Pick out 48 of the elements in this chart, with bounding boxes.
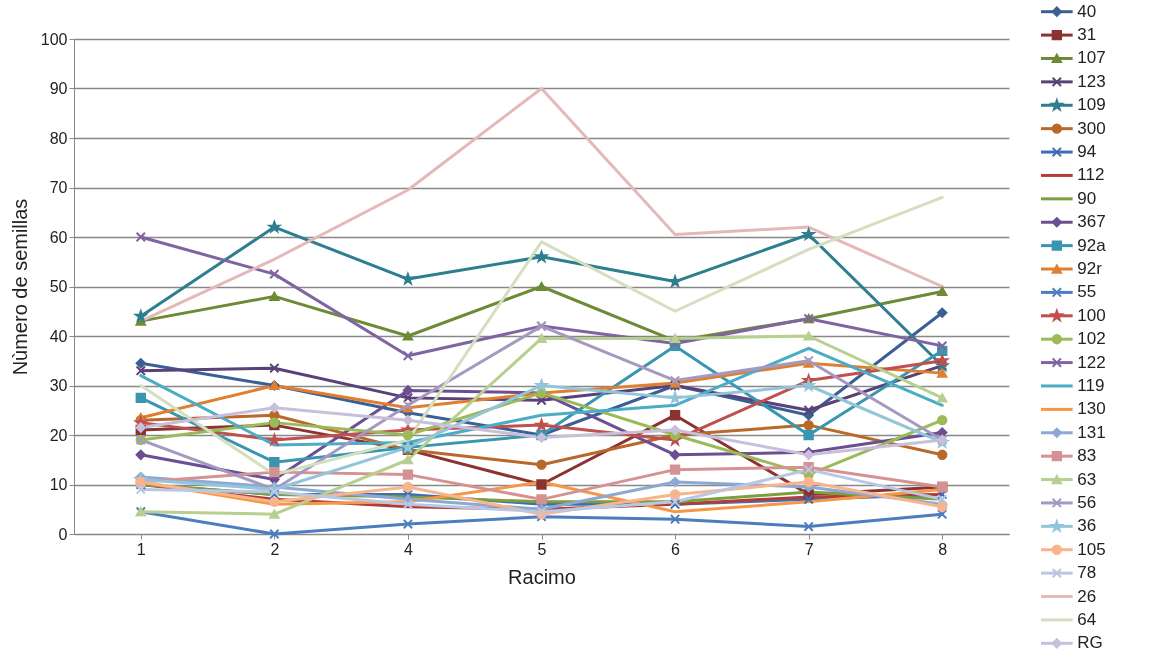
legend-label: 31 [1077, 25, 1097, 45]
y-tick-label: 70 [49, 179, 68, 196]
legend-label: 122 [1077, 352, 1106, 372]
legend-label: 112 [1077, 165, 1105, 185]
x-tick-label: 8 [938, 540, 948, 558]
legend-label: 83 [1077, 446, 1097, 466]
legend-label: 55 [1077, 282, 1097, 302]
legend-label: 102 [1077, 329, 1106, 349]
x-axis-title: Racimo [508, 565, 576, 588]
legend-label: 100 [1077, 305, 1106, 325]
y-tick-label: 80 [49, 129, 68, 147]
legend-label: 130 [1077, 399, 1106, 419]
y-tick-label: 90 [49, 80, 68, 97]
y-axis-title: Nùmero de semillas [8, 198, 31, 376]
y-tick-label: 40 [49, 327, 68, 345]
legend-label: 367 [1077, 212, 1106, 232]
x-tick-label: 1 [136, 540, 146, 558]
x-tick-label: 7 [804, 540, 814, 558]
legend-label: 105 [1077, 539, 1106, 559]
legend-label: 40 [1077, 1, 1097, 21]
y-tick-label: 100 [40, 30, 68, 48]
y-tick-label: 30 [49, 377, 68, 394]
x-tick-label: 2 [270, 540, 280, 558]
y-tick-label: 50 [49, 278, 68, 295]
y-tick-label: 10 [49, 476, 68, 493]
legend-label: 90 [1077, 188, 1097, 208]
legend-label: 94 [1077, 142, 1097, 162]
legend-label: 92r [1077, 259, 1103, 279]
legend-label: 64 [1077, 609, 1097, 629]
x-tick-label: 5 [537, 540, 547, 558]
legend-label: 107 [1077, 48, 1106, 68]
legend-label: 63 [1077, 469, 1097, 489]
legend-label: 123 [1077, 71, 1106, 91]
y-tick-label: 60 [49, 228, 68, 246]
legend-label: 36 [1077, 516, 1097, 536]
legend-label: 92a [1077, 235, 1107, 255]
legend-label: 26 [1077, 586, 1097, 606]
legend-label: 109 [1077, 95, 1106, 115]
y-tick-label: 0 [58, 525, 68, 543]
legend-label: 300 [1077, 118, 1106, 138]
legend-label: 56 [1077, 492, 1097, 512]
x-tick-label: 6 [671, 540, 681, 558]
legend-label: RG [1077, 633, 1103, 653]
legend-label: 78 [1077, 563, 1097, 583]
x-tick-label: 4 [403, 540, 413, 558]
legend-label: 119 [1077, 375, 1105, 395]
legend-label: 131 [1077, 422, 1106, 442]
y-tick-label: 20 [49, 426, 68, 444]
